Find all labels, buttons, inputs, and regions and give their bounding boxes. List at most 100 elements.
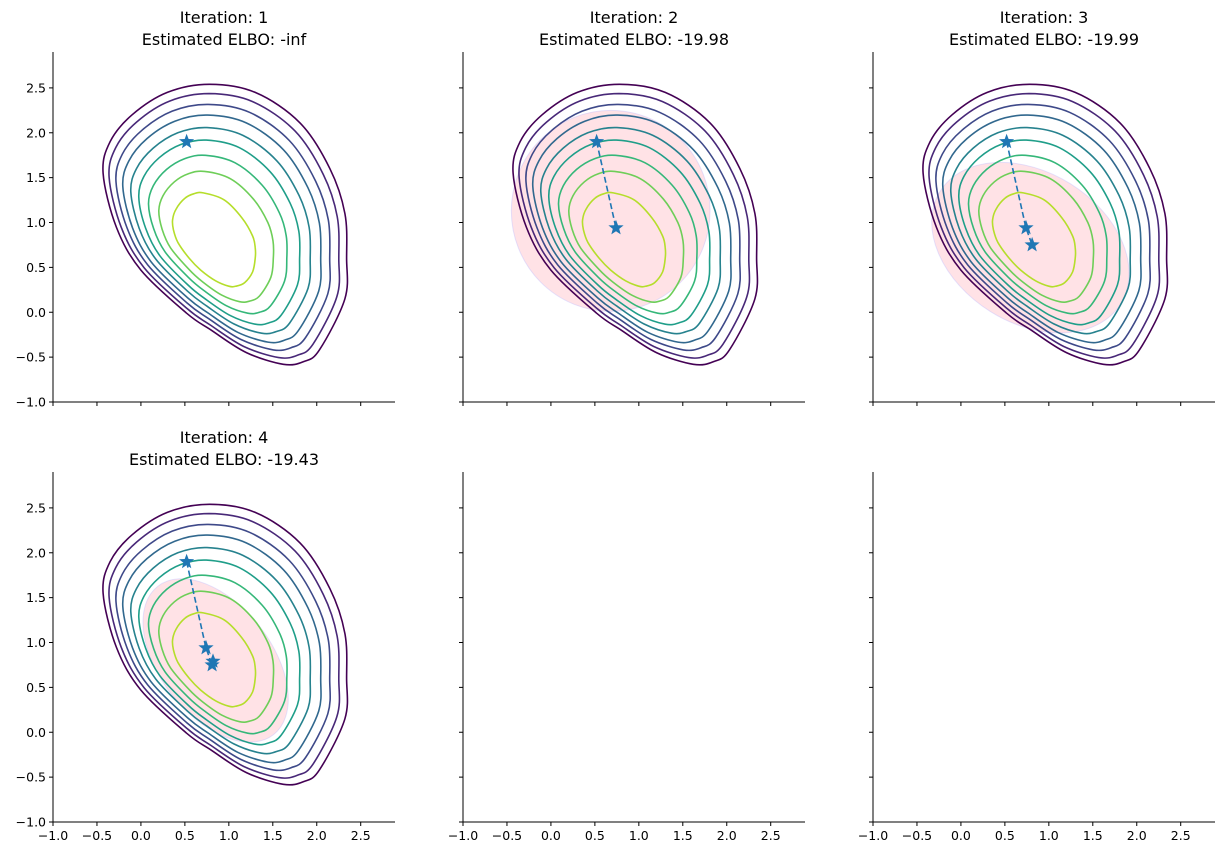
contour-line-level-8	[977, 170, 1095, 304]
x-tick-label: 2.5	[351, 828, 371, 843]
x-tick-label: −0.5	[902, 828, 932, 843]
contour-line-level-8	[567, 170, 685, 304]
x-tick-label: 1.5	[263, 828, 283, 843]
subplot-1: −1.0 −0.5 0.0 0.5 1.0 1.5 2.0 2.5 Iteration: 1 Es…	[16, 8, 395, 410]
contour-line-level-7	[967, 154, 1108, 315]
contour-line-level-9	[171, 611, 257, 708]
mean-star-marker-3	[1024, 236, 1040, 252]
contour-line-level-1	[102, 503, 349, 786]
subplot-5: −1.0 −0.5 0.0 0.5 1.0 1.5 2.0 2.5	[448, 472, 805, 843]
mean-star-marker-1	[589, 133, 605, 149]
x-tick-label: 2.5	[1171, 828, 1191, 843]
x-tick-label: −1.0	[38, 828, 68, 843]
contour-line-level-6	[137, 139, 301, 326]
subplot-title-elbo: Estimated ELBO: -19.99	[949, 30, 1139, 49]
contour-line-level-4	[531, 114, 732, 344]
y-tick-label: −0.5	[16, 770, 46, 785]
x-tick-label: 1.0	[1039, 828, 1059, 843]
mean-star-marker-1	[179, 553, 195, 569]
x-tick-label: 0.0	[541, 828, 561, 843]
mean-trajectory-line	[595, 141, 617, 229]
subplot-6: −1.0 −0.5 0.0 0.5 1.0 1.5 2.0 2.5	[858, 472, 1215, 843]
contour-line-level-5	[539, 126, 722, 335]
contour-line-level-2	[518, 92, 751, 359]
x-tick-label: 0.0	[951, 828, 971, 843]
contour-line-level-7	[147, 154, 288, 315]
y-tick-label: −1.0	[16, 395, 46, 410]
contour-line-level-2	[108, 92, 341, 359]
y-tick-label: 1.0	[26, 215, 46, 230]
x-tick-label: 1.5	[673, 828, 693, 843]
mean-star-marker-1	[179, 133, 195, 149]
contour-line-level-2	[108, 512, 341, 779]
contour-line-level-8	[157, 170, 275, 304]
mean-star-marker-1	[999, 133, 1015, 149]
subplot-3: Iteration: 3 Estimated ELBO: -19.99	[869, 8, 1215, 406]
contour-line-level-4	[121, 114, 322, 344]
subplot-title-elbo: Estimated ELBO: -inf	[142, 30, 307, 49]
x-tick-label: 1.0	[219, 828, 239, 843]
contour-line-level-3	[115, 103, 332, 352]
subplot-title-iteration: Iteration: 4	[180, 428, 269, 447]
y-tick-label: 0.5	[26, 680, 46, 695]
contour-line-level-7	[147, 574, 288, 735]
x-tick-label: −0.5	[492, 828, 522, 843]
y-tick-label: −1.0	[16, 815, 46, 830]
x-tick-label: 0.0	[131, 828, 151, 843]
y-tick-label: 0.0	[26, 725, 46, 740]
x-tick-label: 0.5	[175, 828, 195, 843]
y-tick-label: 2.5	[26, 80, 46, 95]
subplot-title-iteration: Iteration: 1	[180, 8, 269, 27]
contour-line-level-3	[935, 103, 1152, 352]
contour-line-level-2	[928, 92, 1161, 359]
contour-line-level-3	[115, 523, 332, 772]
y-tick-label: 0.0	[26, 305, 46, 320]
contour-line-level-6	[137, 559, 301, 746]
contour-line-level-4	[941, 114, 1142, 344]
x-tick-label: 2.5	[761, 828, 781, 843]
y-tick-label: 1.0	[26, 635, 46, 650]
x-tick-label: −1.0	[858, 828, 888, 843]
y-tick-label: 2.0	[26, 125, 46, 140]
contour-line-level-9	[171, 191, 257, 288]
y-tick-label: −0.5	[16, 350, 46, 365]
x-tick-label: 2.0	[717, 828, 737, 843]
subplot-title-elbo: Estimated ELBO: -19.98	[539, 30, 729, 49]
subplot-2: Iteration: 2 Estimated ELBO: -19.98	[459, 8, 805, 406]
y-tick-label: 2.0	[26, 545, 46, 560]
x-tick-label: 2.0	[1127, 828, 1147, 843]
subplot-title-iteration: Iteration: 3	[1000, 8, 1089, 27]
contour-line-level-8	[157, 590, 275, 724]
x-tick-label: 1.0	[629, 828, 649, 843]
mean-star-marker-2	[198, 639, 214, 655]
x-tick-label: −1.0	[448, 828, 478, 843]
y-tick-label: 0.5	[26, 260, 46, 275]
y-tick-label: 2.5	[26, 500, 46, 515]
y-tick-label: 1.5	[26, 170, 46, 185]
x-tick-label: 2.0	[307, 828, 327, 843]
subplot-title-iteration: Iteration: 2	[590, 8, 679, 27]
contour-line-level-6	[957, 139, 1121, 326]
subplot-4: −1.0 −0.5 0.0 0.5 1.0 1.5 2.0 2.5 −1.0 −0.5 0.0 0.5…	[16, 428, 395, 843]
contour-line-level-6	[547, 139, 711, 326]
contour-line-level-5	[129, 126, 312, 335]
contour-line-level-1	[102, 83, 349, 366]
mean-star-marker-4	[205, 653, 221, 668]
mean-star-marker-2	[608, 219, 624, 235]
contour-line-level-9	[991, 191, 1077, 288]
x-tick-label: 0.5	[585, 828, 605, 843]
contour-line-level-1	[512, 83, 759, 366]
contour-line-level-4	[121, 534, 322, 764]
x-tick-label: 1.5	[1083, 828, 1103, 843]
contour-line-level-7	[557, 154, 698, 315]
x-tick-label: 0.5	[995, 828, 1015, 843]
x-tick-label: −0.5	[82, 828, 112, 843]
y-tick-label: 1.5	[26, 590, 46, 605]
contour-line-level-3	[525, 103, 742, 352]
mean-star-marker-2	[1018, 219, 1034, 235]
subplot-title-elbo: Estimated ELBO: -19.43	[129, 450, 319, 469]
contour-line-level-9	[581, 191, 667, 288]
contour-line-level-1	[922, 83, 1169, 366]
contour-line-level-5	[949, 126, 1132, 335]
